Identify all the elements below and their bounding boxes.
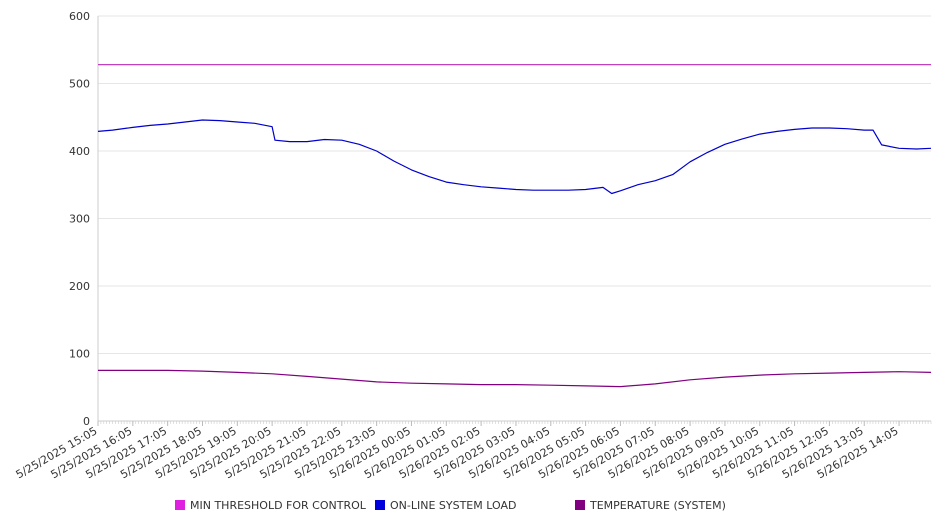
y-tick-label: 500 xyxy=(69,78,90,91)
y-tick-label: 0 xyxy=(83,415,90,428)
legend-item-system-load[interactable]: ON-LINE SYSTEM LOAD xyxy=(375,497,516,513)
grid-layer xyxy=(98,15,931,354)
series-layer xyxy=(97,63,932,388)
axis-layer xyxy=(97,16,932,426)
legend-swatch xyxy=(375,500,385,510)
series-system-load-line xyxy=(97,119,932,195)
y-tick-label: 200 xyxy=(69,280,90,293)
y-tick-label: 100 xyxy=(69,348,90,361)
legend-label: MIN THRESHOLD FOR CONTROL xyxy=(190,498,366,512)
legend-label: TEMPERATURE (SYSTEM) xyxy=(590,498,726,512)
y-tick-label: 600 xyxy=(69,10,90,23)
legend-item-temperature[interactable]: TEMPERATURE (SYSTEM) xyxy=(575,497,726,513)
legend-label: ON-LINE SYSTEM LOAD xyxy=(390,498,517,512)
y-tick-label: 400 xyxy=(69,145,90,158)
legend: MIN THRESHOLD FOR CONTROL ON-LINE SYSTEM… xyxy=(0,497,946,515)
legend-item-min-threshold[interactable]: MIN THRESHOLD FOR CONTROL xyxy=(175,497,366,513)
legend-swatch xyxy=(575,500,585,510)
legend-swatch xyxy=(175,500,185,510)
y-tick-label: 300 xyxy=(69,213,90,226)
series-temperature-line xyxy=(98,369,932,388)
